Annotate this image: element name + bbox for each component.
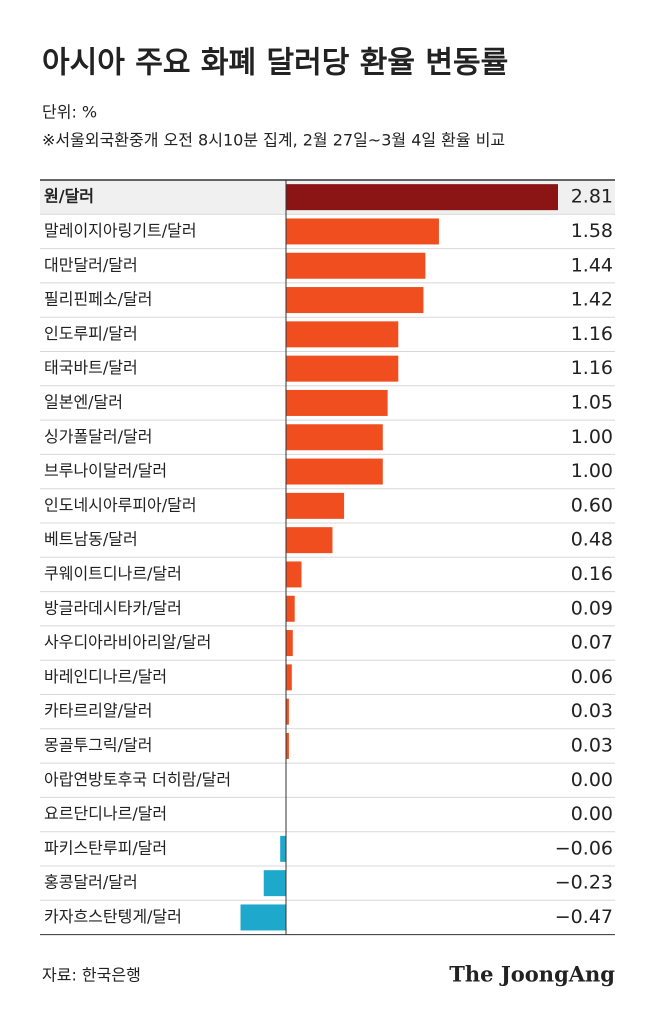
value-label: 0.00 — [571, 769, 613, 791]
value-label: 1.00 — [571, 426, 613, 448]
category-label: 필리핀페소/달러 — [44, 290, 152, 309]
value-label: 0.03 — [571, 700, 613, 722]
category-label: 파키스탄루피/달러 — [44, 838, 167, 857]
bar — [286, 355, 399, 382]
bar — [280, 835, 286, 862]
value-label: 1.44 — [571, 254, 613, 276]
chart-title: 아시아 주요 화폐 달러당 환율 변동률 — [42, 46, 508, 81]
category-label: 몽골투그릭/달러 — [44, 735, 152, 754]
value-label: 1.42 — [571, 289, 613, 311]
value-label: 1.16 — [571, 357, 613, 379]
value-label: 0.07 — [571, 632, 613, 654]
category-label: 대만달러/달러 — [44, 255, 138, 274]
bar — [286, 458, 383, 485]
credit: The JoongAng — [449, 962, 615, 987]
bar — [240, 904, 286, 931]
bar — [286, 389, 388, 416]
value-label: 0.00 — [571, 803, 613, 825]
category-label: 요르단디나르/달러 — [44, 804, 167, 823]
bar — [286, 630, 293, 657]
value-label: 0.60 — [571, 494, 613, 516]
value-label: 0.16 — [571, 563, 613, 585]
bar — [286, 424, 383, 451]
unit-label: 단위: % — [42, 103, 97, 122]
bar — [286, 561, 302, 588]
category-label: 바레인디나르/달러 — [44, 667, 167, 686]
bar — [286, 287, 424, 314]
note: ※서울외국환중개 오전 8시10분 집계, 2월 27일~3월 4일 환율 비교 — [42, 131, 505, 150]
category-label: 원/달러 — [44, 187, 94, 206]
value-label: 1.00 — [571, 460, 613, 482]
value-label: 1.05 — [571, 391, 613, 413]
bar — [286, 218, 439, 245]
bar — [286, 698, 289, 725]
value-label: 1.16 — [571, 323, 613, 345]
bar — [286, 664, 292, 691]
bar — [286, 321, 399, 348]
value-label: 0.09 — [571, 597, 613, 619]
value-label: 0.06 — [571, 666, 613, 688]
category-label: 베트남동/달러 — [44, 530, 138, 549]
category-label: 태국바트/달러 — [44, 358, 138, 377]
category-label: 말레이지아링기트/달러 — [44, 221, 197, 240]
category-label: 방글라데시타카/달러 — [44, 598, 182, 617]
category-label: 일본엔/달러 — [44, 392, 123, 411]
category-label: 아랍연방토후국 더히람/달러 — [44, 770, 231, 789]
source: 자료: 한국은행 — [42, 966, 141, 985]
value-label: −0.06 — [555, 837, 613, 859]
category-label: 싱가폴달러/달러 — [44, 427, 152, 446]
bar — [286, 595, 295, 622]
category-label: 인도루피/달러 — [44, 324, 138, 343]
category-label: 인도네시아루피아/달러 — [44, 495, 197, 514]
bar — [286, 732, 289, 759]
bar — [286, 184, 558, 211]
bar — [286, 527, 333, 554]
category-label: 쿠웨이트디나르/달러 — [44, 564, 182, 583]
category-label: 브루나이달러/달러 — [44, 461, 167, 480]
bar — [286, 252, 426, 279]
value-label: 1.58 — [571, 220, 613, 242]
bar — [286, 492, 345, 519]
value-label: 0.48 — [571, 529, 613, 551]
category-label: 카자흐스탄텡게/달러 — [44, 907, 182, 926]
value-label: −0.47 — [555, 906, 613, 928]
bar — [263, 870, 286, 897]
value-label: −0.23 — [555, 872, 613, 894]
category-label: 홍콩달러/달러 — [44, 873, 138, 892]
value-label: 2.81 — [571, 186, 613, 208]
value-label: 0.03 — [571, 734, 613, 756]
category-label: 카타르리얄/달러 — [44, 701, 152, 720]
category-label: 사우디아라비아리알/달러 — [44, 633, 211, 652]
